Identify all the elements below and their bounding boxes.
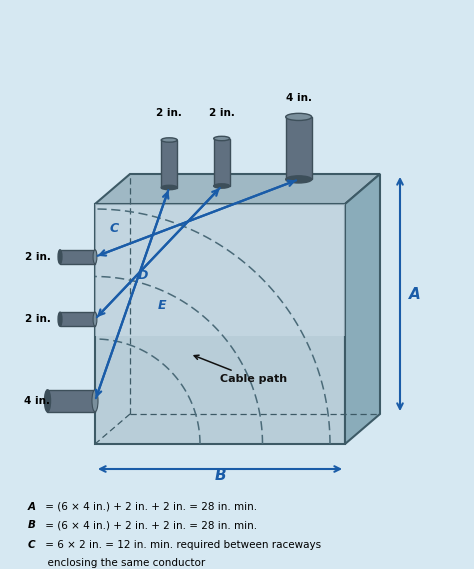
Text: 2 in.: 2 in. bbox=[25, 252, 50, 262]
Ellipse shape bbox=[286, 113, 312, 121]
Text: 4 in.: 4 in. bbox=[25, 396, 51, 406]
Ellipse shape bbox=[286, 176, 312, 183]
Text: B: B bbox=[27, 521, 36, 530]
Polygon shape bbox=[214, 138, 230, 186]
Polygon shape bbox=[47, 390, 95, 412]
Text: D: D bbox=[137, 269, 148, 282]
Text: 2 in.: 2 in. bbox=[25, 314, 50, 324]
Text: Cable path: Cable path bbox=[194, 355, 287, 384]
Polygon shape bbox=[95, 174, 380, 204]
Text: C: C bbox=[110, 221, 119, 234]
Text: 4 in.: 4 in. bbox=[286, 93, 312, 102]
Text: = 6 × 2 in. = 12 in. min. required between raceways: = 6 × 2 in. = 12 in. min. required betwe… bbox=[43, 539, 322, 550]
Ellipse shape bbox=[93, 312, 97, 326]
Ellipse shape bbox=[161, 185, 177, 189]
Polygon shape bbox=[161, 140, 177, 188]
Ellipse shape bbox=[58, 250, 62, 264]
Ellipse shape bbox=[93, 250, 97, 264]
Polygon shape bbox=[95, 204, 345, 336]
Text: = (6 × 4 in.) + 2 in. + 2 in. = 28 in. min.: = (6 × 4 in.) + 2 in. + 2 in. = 28 in. m… bbox=[43, 501, 258, 512]
Polygon shape bbox=[286, 117, 312, 179]
Text: enclosing the same conductor: enclosing the same conductor bbox=[27, 559, 205, 568]
Ellipse shape bbox=[92, 390, 98, 412]
Polygon shape bbox=[95, 204, 345, 444]
Ellipse shape bbox=[214, 137, 230, 141]
Text: A: A bbox=[27, 501, 36, 512]
Text: E: E bbox=[157, 299, 166, 312]
Text: = (6 × 4 in.) + 2 in. + 2 in. = 28 in. min.: = (6 × 4 in.) + 2 in. + 2 in. = 28 in. m… bbox=[43, 521, 258, 530]
Ellipse shape bbox=[58, 312, 62, 326]
Text: B: B bbox=[214, 468, 226, 483]
Text: C: C bbox=[27, 539, 35, 550]
Polygon shape bbox=[60, 250, 95, 264]
Polygon shape bbox=[60, 312, 95, 326]
Text: 2 in.: 2 in. bbox=[156, 108, 182, 118]
Ellipse shape bbox=[214, 184, 230, 188]
Polygon shape bbox=[345, 174, 380, 444]
Text: A: A bbox=[409, 287, 421, 302]
Ellipse shape bbox=[45, 390, 51, 412]
Ellipse shape bbox=[161, 138, 177, 142]
Text: 2 in.: 2 in. bbox=[209, 108, 235, 118]
